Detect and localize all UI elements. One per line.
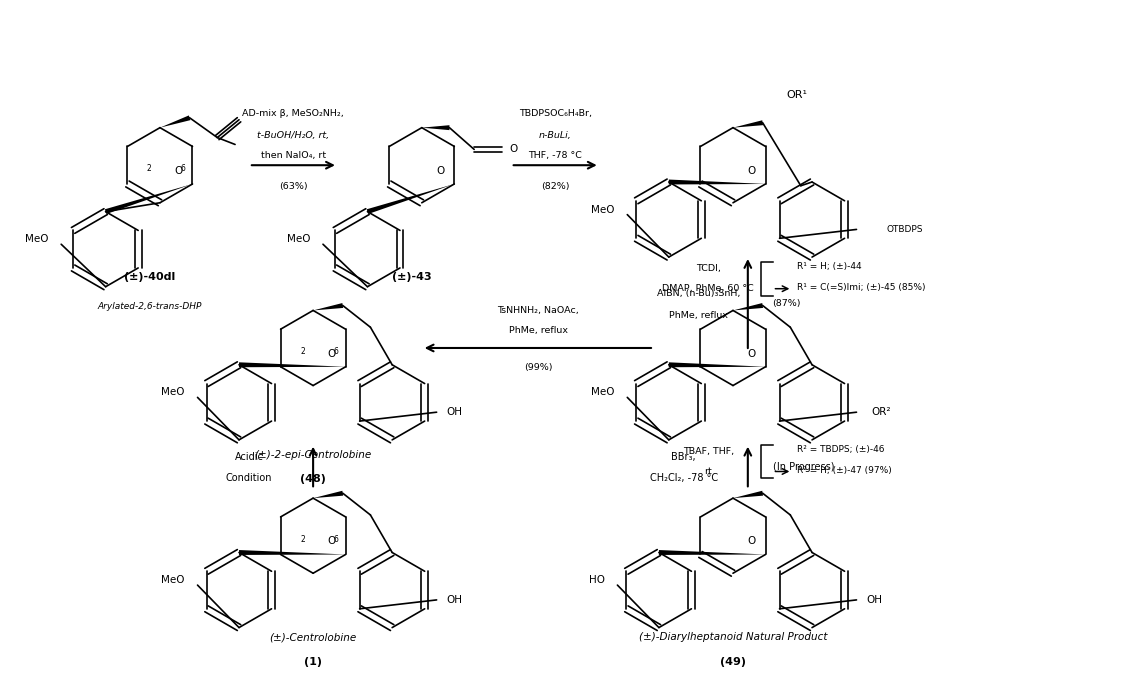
Text: AIBN, (n-Bu)₃SnH,: AIBN, (n-Bu)₃SnH,: [657, 289, 740, 298]
Text: (±)-2-epi-Centrolobine: (±)-2-epi-Centrolobine: [255, 450, 372, 459]
Text: (82%): (82%): [541, 182, 569, 191]
Text: rt: rt: [704, 467, 712, 476]
Polygon shape: [313, 303, 344, 310]
Text: OR¹: OR¹: [786, 90, 808, 100]
Text: PhMe, reflux: PhMe, reflux: [509, 326, 568, 335]
Text: (99%): (99%): [525, 363, 553, 372]
Text: OH: OH: [446, 595, 462, 605]
Polygon shape: [659, 550, 766, 555]
Polygon shape: [422, 125, 450, 130]
Text: HO: HO: [588, 575, 604, 585]
Polygon shape: [239, 362, 346, 367]
Text: OH: OH: [866, 595, 882, 605]
Text: (±)-Diarylheptanoid Natural Product: (±)-Diarylheptanoid Natural Product: [638, 633, 827, 642]
Text: O: O: [510, 144, 518, 155]
Text: OTBDPS: OTBDPS: [887, 225, 923, 234]
Text: (87%): (87%): [773, 299, 801, 308]
Text: MeO: MeO: [25, 234, 48, 245]
Text: O: O: [437, 166, 445, 176]
Text: R² = TBDPS; (±)-46: R² = TBDPS; (±)-46: [798, 445, 884, 454]
Text: MeO: MeO: [287, 234, 311, 245]
Text: (±)-40dl: (±)-40dl: [124, 272, 175, 282]
Text: n-BuLi,: n-BuLi,: [538, 131, 571, 140]
Text: DMAP, PhMe, 60 °C: DMAP, PhMe, 60 °C: [662, 284, 754, 293]
Text: (In Progress): (In Progress): [773, 462, 834, 471]
Text: 6: 6: [333, 535, 338, 544]
Text: (48): (48): [300, 475, 327, 484]
Polygon shape: [313, 491, 344, 498]
Text: 2: 2: [300, 347, 305, 356]
Text: TsNHNH₂, NaOAc,: TsNHNH₂, NaOAc,: [497, 306, 579, 315]
Text: R² = H; (±)-47 (97%): R² = H; (±)-47 (97%): [798, 466, 892, 475]
Text: O: O: [748, 166, 756, 176]
Text: OR²: OR²: [872, 407, 891, 417]
Text: MeO: MeO: [162, 387, 184, 398]
Text: (1): (1): [304, 657, 322, 667]
Text: THF, -78 °C: THF, -78 °C: [528, 151, 583, 160]
Text: MeO: MeO: [591, 387, 615, 398]
Text: O: O: [748, 349, 756, 358]
Text: 6: 6: [333, 347, 338, 356]
Text: OH: OH: [446, 407, 462, 417]
Text: (±)-Centrolobine: (±)-Centrolobine: [270, 633, 356, 642]
Text: TCDI,: TCDI,: [695, 265, 720, 274]
Polygon shape: [733, 121, 764, 128]
Polygon shape: [733, 491, 764, 498]
Text: TBAF, THF,: TBAF, THF,: [683, 447, 734, 456]
Text: 2: 2: [300, 535, 305, 544]
Text: 6: 6: [180, 164, 185, 173]
Polygon shape: [160, 116, 190, 128]
Polygon shape: [669, 179, 766, 184]
Text: O: O: [328, 536, 336, 546]
Polygon shape: [733, 303, 764, 310]
Text: BBr₃,: BBr₃,: [671, 452, 696, 462]
Text: CH₂Cl₂, -78 °C: CH₂Cl₂, -78 °C: [650, 473, 718, 484]
Text: MeO: MeO: [591, 204, 615, 215]
Text: MeO: MeO: [162, 575, 184, 585]
Text: O: O: [328, 349, 336, 358]
Polygon shape: [366, 184, 454, 214]
Text: (±)-43: (±)-43: [393, 272, 431, 282]
Text: t-BuOH/H₂O, rt,: t-BuOH/H₂O, rt,: [257, 131, 329, 140]
Text: (49): (49): [720, 657, 747, 667]
Text: 2: 2: [147, 164, 151, 173]
Text: O: O: [174, 166, 183, 176]
Text: (63%): (63%): [279, 182, 307, 191]
Text: PhMe, reflux: PhMe, reflux: [669, 311, 728, 320]
Polygon shape: [669, 362, 766, 367]
Text: Condition: Condition: [225, 473, 272, 484]
Text: AD-mix β, MeSO₂NH₂,: AD-mix β, MeSO₂NH₂,: [242, 109, 344, 119]
Polygon shape: [105, 184, 192, 214]
Text: R¹ = H; (±)-44: R¹ = H; (±)-44: [798, 263, 861, 272]
Text: then NaIO₄, rt: then NaIO₄, rt: [261, 151, 325, 160]
Text: Acidic: Acidic: [234, 452, 263, 462]
Text: TBDPSOC₆H₄Br,: TBDPSOC₆H₄Br,: [519, 109, 592, 119]
Text: R¹ = C(=S)Imi; (±)-45 (85%): R¹ = C(=S)Imi; (±)-45 (85%): [798, 283, 925, 292]
Text: Arylated-2,6-trans-DHP: Arylated-2,6-trans-DHP: [98, 302, 203, 311]
Polygon shape: [239, 550, 346, 555]
Text: O: O: [748, 536, 756, 546]
